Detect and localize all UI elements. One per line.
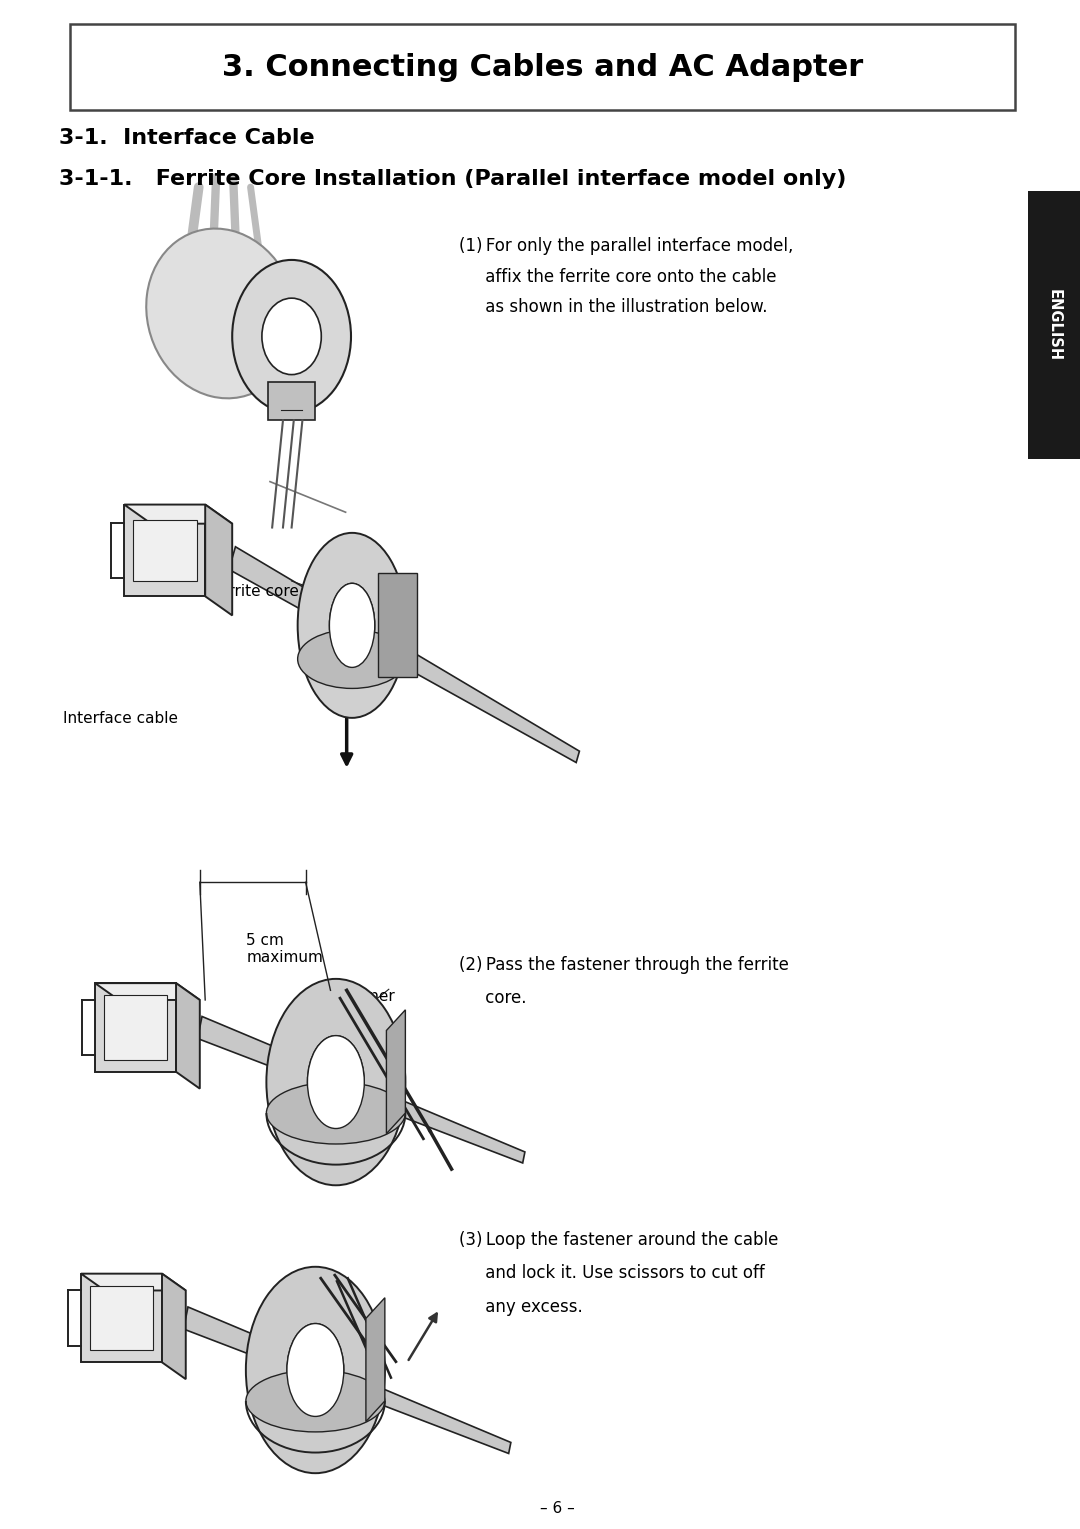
Text: Fastener: Fastener [329,989,395,1005]
Ellipse shape [287,1324,343,1416]
Polygon shape [90,1286,153,1350]
Ellipse shape [267,1083,405,1144]
Ellipse shape [308,1035,364,1128]
Polygon shape [81,1274,162,1362]
Text: 3-1.  Interface Cable: 3-1. Interface Cable [59,127,315,148]
Polygon shape [184,1307,511,1454]
Polygon shape [229,547,580,763]
Ellipse shape [246,1370,384,1431]
Text: any excess.: any excess. [459,1298,583,1316]
Ellipse shape [329,583,375,667]
Text: Interface cable: Interface cable [63,711,177,726]
Ellipse shape [308,1035,364,1128]
Polygon shape [205,505,232,615]
Polygon shape [198,1017,525,1164]
Text: 3-1-1.   Ferrite Core Installation (Parallel interface model only): 3-1-1. Ferrite Core Installation (Parall… [59,168,847,190]
Polygon shape [124,505,232,523]
Text: Pull and cut: Pull and cut [268,1303,357,1318]
Text: ENGLISH: ENGLISH [1047,289,1062,361]
Ellipse shape [246,1266,384,1474]
Text: as shown in the illustration below.: as shown in the illustration below. [459,298,768,317]
Text: (3) Loop the fastener around the cable: (3) Loop the fastener around the cable [459,1231,779,1249]
Ellipse shape [329,583,375,667]
Ellipse shape [267,979,405,1185]
Ellipse shape [232,260,351,413]
Polygon shape [95,983,176,1072]
FancyBboxPatch shape [70,24,1015,110]
Polygon shape [268,382,315,420]
Polygon shape [162,1274,186,1379]
Polygon shape [124,505,205,596]
Polygon shape [81,1274,186,1290]
Polygon shape [133,520,197,581]
Text: (2) Pass the fastener through the ferrite: (2) Pass the fastener through the ferrit… [459,956,788,974]
Ellipse shape [146,228,297,399]
Text: (1) For only the parallel interface model,: (1) For only the parallel interface mode… [459,237,794,255]
FancyBboxPatch shape [1028,191,1080,459]
Text: Ferrite core: Ferrite core [211,584,298,599]
Text: – 6 –: – 6 – [540,1501,575,1517]
Ellipse shape [298,630,406,688]
Ellipse shape [298,532,406,717]
Text: 3. Connecting Cables and AC Adapter: 3. Connecting Cables and AC Adapter [222,54,863,81]
Text: 5 cm
maximum: 5 cm maximum [246,933,323,965]
Text: core.: core. [459,989,527,1008]
Polygon shape [387,1009,405,1133]
Ellipse shape [262,298,322,375]
Text: affix the ferrite core onto the cable: affix the ferrite core onto the cable [459,268,777,286]
Polygon shape [95,983,200,1000]
FancyBboxPatch shape [378,573,417,677]
Polygon shape [176,983,200,1089]
Polygon shape [366,1298,384,1422]
Ellipse shape [287,1324,343,1416]
Polygon shape [104,995,167,1060]
Text: and lock it. Use scissors to cut off: and lock it. Use scissors to cut off [459,1264,765,1283]
